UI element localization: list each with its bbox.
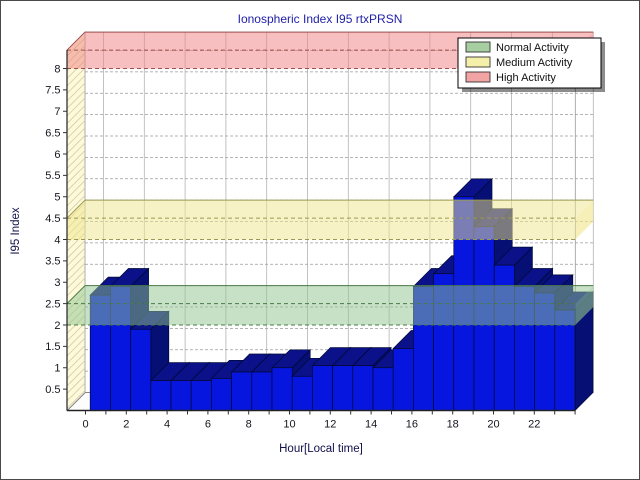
- axes: [66, 50, 576, 412]
- x-tick-label: 14: [365, 419, 377, 431]
- y-tick-label: 4.5: [45, 213, 60, 225]
- x-tick-label: 20: [487, 419, 499, 431]
- x-tick-label: 6: [205, 419, 211, 431]
- x-tick-label: 0: [82, 419, 88, 431]
- legend-swatch-high-activity: [465, 71, 491, 83]
- y-tick-label: 1.5: [45, 341, 60, 353]
- y-tick-label: 3: [54, 277, 60, 289]
- x-tick-label: 2: [123, 419, 129, 431]
- x-tick-label: 16: [406, 419, 418, 431]
- x-axis-ticks: 0 2 4 6 8 10 12 14 16 18 20 22: [82, 410, 576, 431]
- x-tick-label: 4: [164, 419, 170, 431]
- band-normal-activity: [66, 285, 594, 326]
- legend-label-high-activity: High Activity: [496, 72, 556, 84]
- x-tick-label: 12: [324, 419, 336, 431]
- legend-swatch-normal-activity: [465, 41, 491, 53]
- legend-label-medium-activity: Medium Activity: [496, 57, 573, 69]
- y-axis-ticks: 0.5 1 1.5 2 2.5 3 3.5 4 4.5 5 5.5 6 6.5 7 7.5 8: [45, 63, 67, 396]
- y-tick-label: 5: [54, 192, 60, 204]
- y-tick-label: 0.5: [45, 384, 60, 396]
- x-tick-label: 10: [283, 419, 295, 431]
- y-tick-label: 1: [54, 363, 60, 375]
- band-medium-activity: [66, 199, 594, 240]
- x-tick-label: 8: [246, 419, 252, 431]
- y-tick-label: 2: [54, 320, 60, 332]
- y-tick-label: 4: [54, 234, 60, 246]
- legend-label-normal-activity: Normal Activity: [496, 42, 569, 54]
- y-tick-label: 7: [54, 106, 60, 118]
- x-tick-label: 22: [528, 419, 540, 431]
- y-tick-label: 3.5: [45, 256, 60, 268]
- y-axis-title: I95 Index: [10, 207, 22, 255]
- y-tick-label: 5.5: [45, 170, 60, 182]
- y-tick-label: 7.5: [45, 85, 60, 97]
- x-axis-title: Hour[Local time]: [279, 443, 363, 455]
- legend: Normal Activity Medium Activity High Activ…: [457, 37, 605, 92]
- y-tick-label: 2.5: [45, 298, 60, 310]
- x-tick-label: 18: [447, 419, 459, 431]
- y-tick-label: 8: [54, 63, 60, 75]
- y-tick-label: 6: [54, 149, 60, 161]
- y-tick-label: 6.5: [45, 127, 60, 139]
- chart-title: Ionospheric Index I95 rtxPRSN: [238, 12, 403, 26]
- legend-swatch-medium-activity: [465, 56, 491, 68]
